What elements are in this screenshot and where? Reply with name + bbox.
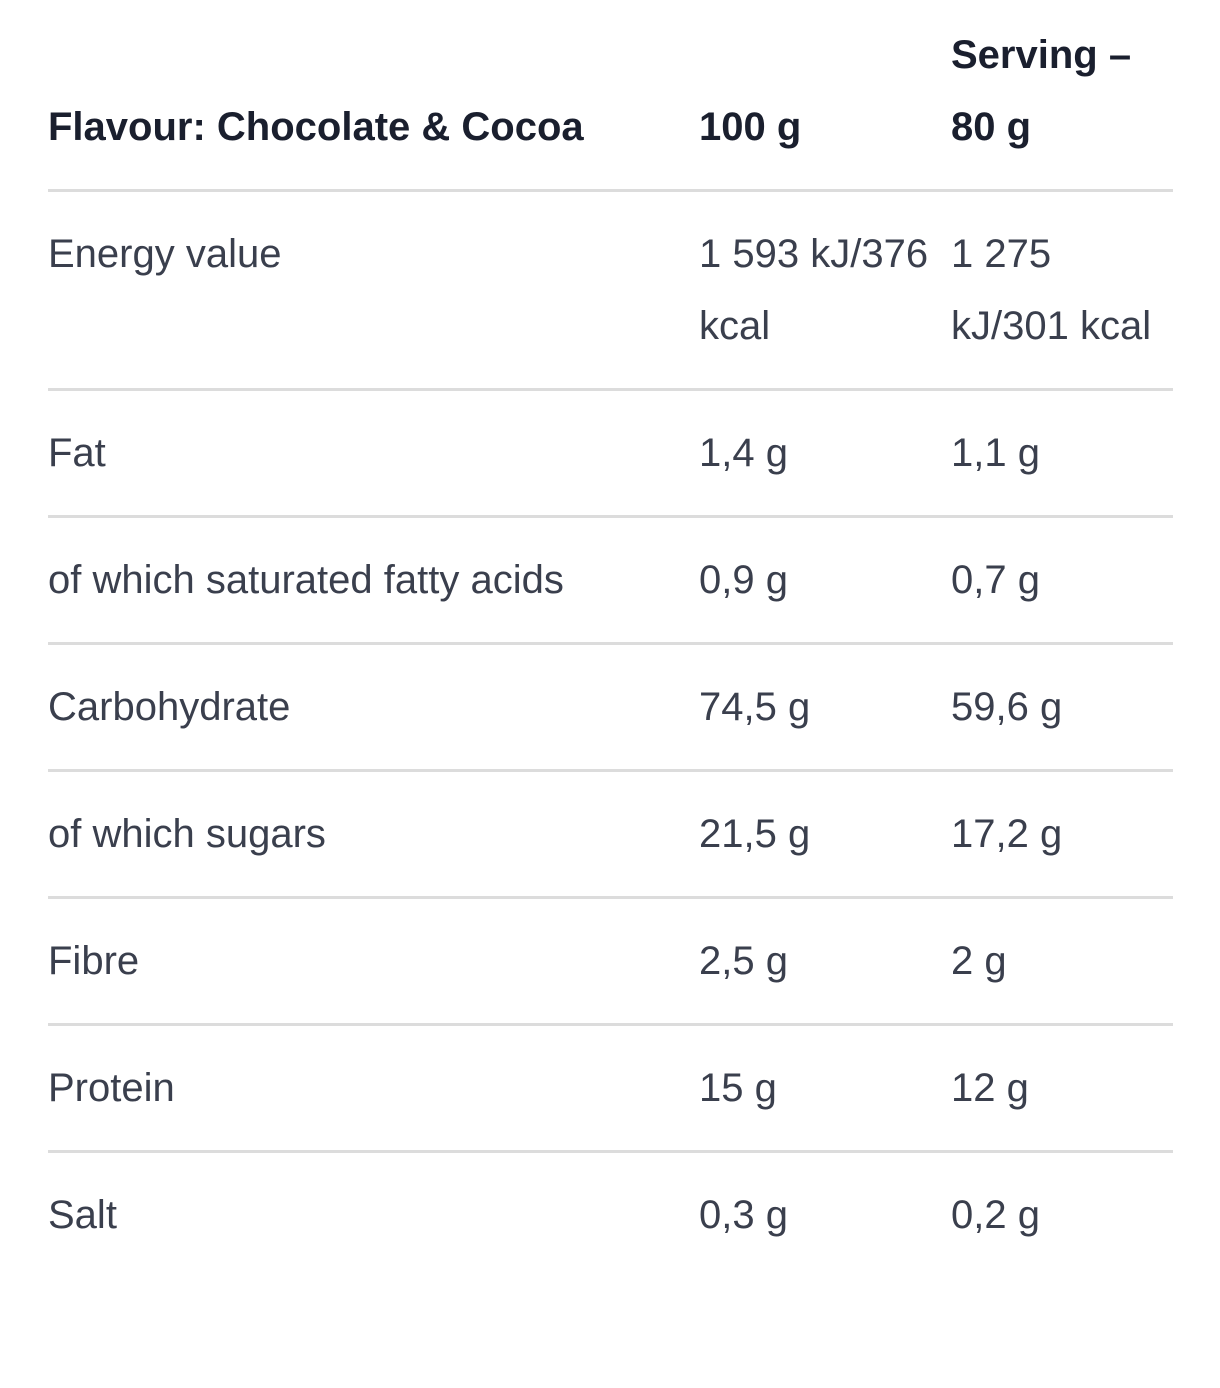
table-header-row: Flavour: Chocolate & Cocoa 100 g Serving… xyxy=(48,0,1173,192)
nutrient-name: Salt xyxy=(48,1193,117,1237)
value-serving: 1,1 g xyxy=(951,431,1040,475)
value-100g: 1,4 g xyxy=(699,431,788,475)
header-100g: 100 g xyxy=(699,105,802,149)
nutrient-name: Energy value xyxy=(48,232,282,276)
value-100g: 15 g xyxy=(699,1066,777,1110)
table-row: Fat 1,4 g 1,1 g xyxy=(48,391,1173,518)
table-row: Protein 15 g 12 g xyxy=(48,1026,1173,1153)
value-100g: 1 593 kJ/376 kcal xyxy=(699,232,929,348)
table-row: of which saturated fatty acids 0,9 g 0,7… xyxy=(48,518,1173,645)
nutrition-table: Flavour: Chocolate & Cocoa 100 g Serving… xyxy=(48,0,1173,1277)
header-flavour: Flavour: Chocolate & Cocoa xyxy=(48,105,584,149)
nutrient-name: Fibre xyxy=(48,939,140,983)
value-serving: 1 275 kJ/301 kcal xyxy=(951,232,1152,348)
table-row: Fibre 2,5 g 2 g xyxy=(48,899,1173,1026)
value-100g: 2,5 g xyxy=(699,939,788,983)
value-100g: 0,9 g xyxy=(699,558,788,602)
nutrient-name: of which sugars xyxy=(48,812,326,856)
value-serving: 0,7 g xyxy=(951,558,1040,602)
table-row: Energy value 1 593 kJ/376 kcal 1 275 kJ/… xyxy=(48,192,1173,391)
value-100g: 74,5 g xyxy=(699,685,811,729)
value-100g: 0,3 g xyxy=(699,1193,788,1237)
header-serving: Serving – 80 g xyxy=(951,33,1132,149)
nutrient-name: of which saturated fatty acids xyxy=(48,558,564,602)
value-serving: 12 g xyxy=(951,1066,1029,1110)
table-row: Salt 0,3 g 0,2 g xyxy=(48,1153,1173,1277)
value-100g: 21,5 g xyxy=(699,812,811,856)
table-row: of which sugars 21,5 g 17,2 g xyxy=(48,772,1173,899)
nutrient-name: Fat xyxy=(48,431,106,475)
nutrient-name: Protein xyxy=(48,1066,175,1110)
nutrient-name: Carbohydrate xyxy=(48,685,291,729)
table-row: Carbohydrate 74,5 g 59,6 g xyxy=(48,645,1173,772)
value-serving: 0,2 g xyxy=(951,1193,1040,1237)
value-serving: 59,6 g xyxy=(951,685,1063,729)
value-serving: 2 g xyxy=(951,939,1007,983)
value-serving: 17,2 g xyxy=(951,812,1063,856)
